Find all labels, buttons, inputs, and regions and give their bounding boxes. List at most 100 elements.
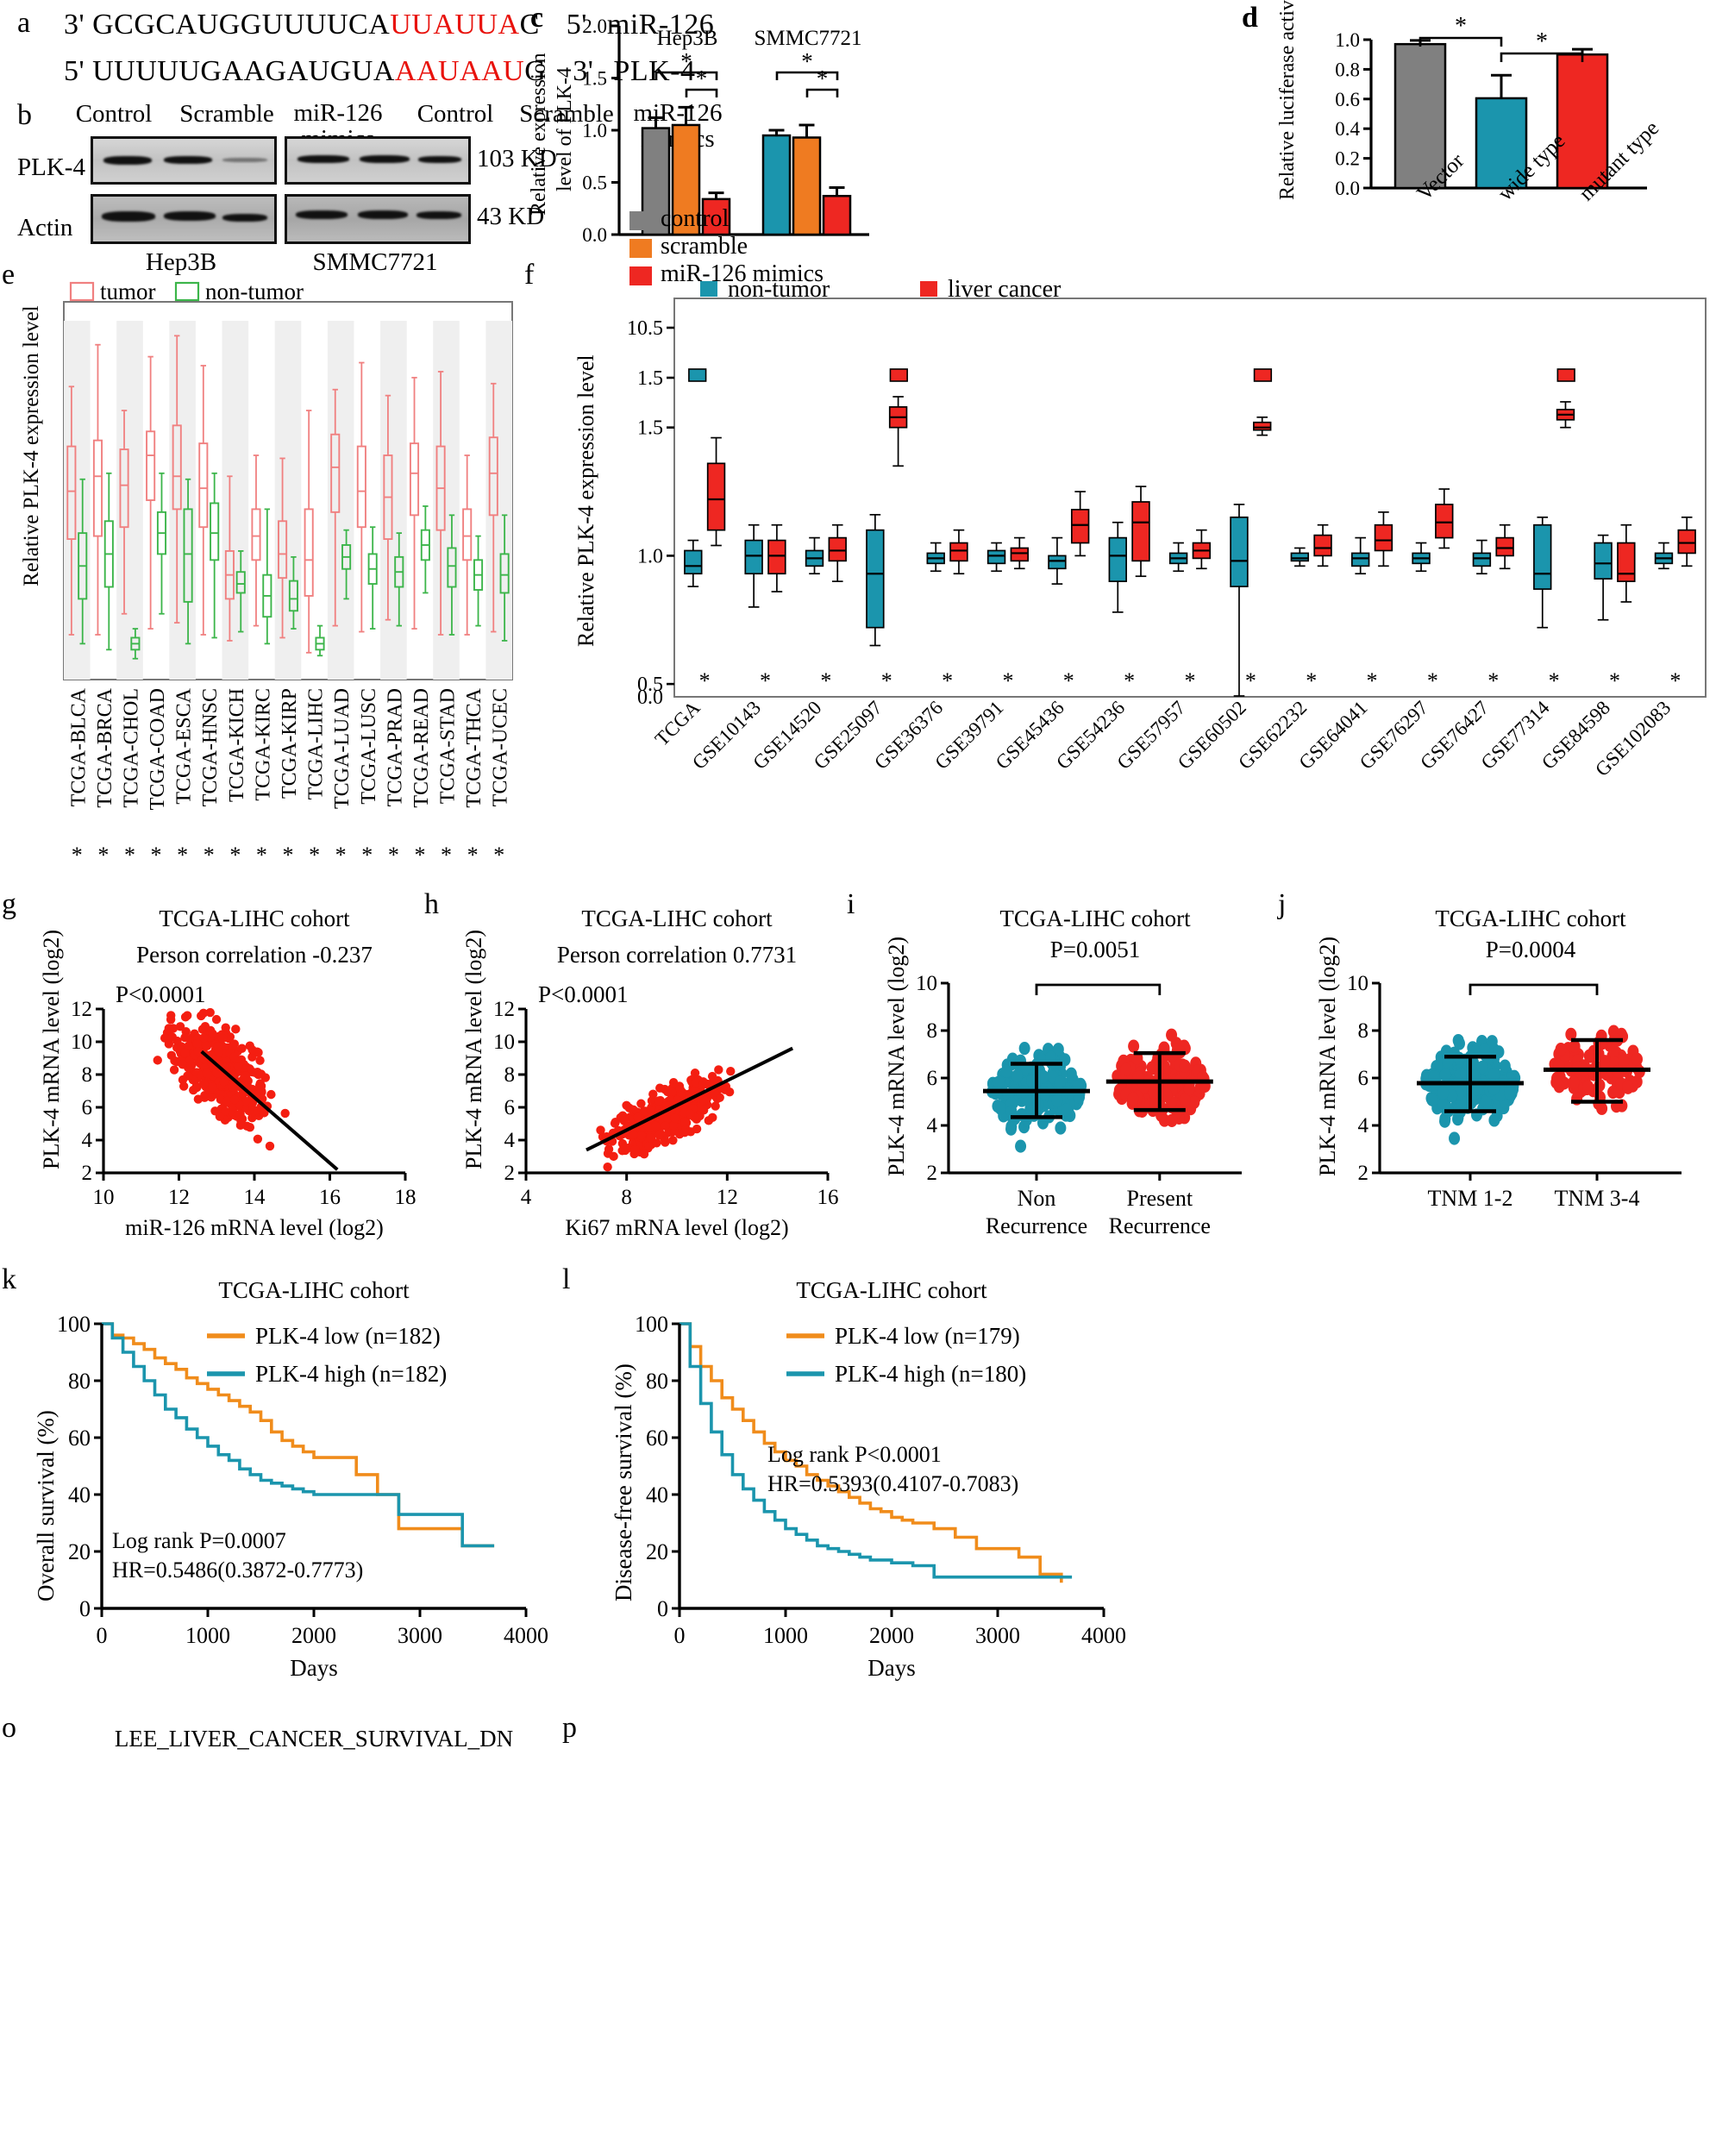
data-point — [698, 1106, 709, 1115]
data-point — [260, 1108, 269, 1118]
legend-swatch-nontumor — [700, 281, 717, 297]
data-point — [1188, 1095, 1200, 1109]
data-point — [222, 1096, 232, 1106]
data-point — [255, 1083, 265, 1093]
panel-k: k TCGA-LIHC cohort 0 20 40 60 80 100 0 1000 2000 3… — [0, 1263, 569, 1703]
data-point — [219, 1076, 229, 1087]
box — [1374, 523, 1393, 552]
legend-swatch-nontumor — [174, 281, 200, 302]
data-point — [178, 1075, 188, 1085]
box — [499, 553, 510, 594]
data-point — [1005, 1105, 1018, 1119]
sig-bracket — [685, 88, 718, 97]
panel-e-xtick-TCGA-LIHC: TCGA-LIHC — [305, 688, 328, 799]
data-point — [1000, 1064, 1012, 1078]
data-point — [169, 1065, 179, 1075]
data-point — [1449, 1131, 1461, 1145]
panel-e-xtick-TCGA-READ: TCGA-READ — [410, 688, 433, 808]
data-point — [680, 1128, 690, 1138]
sig-star: * — [820, 668, 831, 693]
sig-star: * — [414, 843, 425, 868]
panel-e-chart: Relative PLK-4 expression level tumor non-… — [20, 279, 513, 868]
data-point — [206, 1093, 216, 1102]
legend-item-control: control — [629, 205, 824, 233]
data-point — [603, 1162, 612, 1172]
y-tick-label: 20 — [646, 1539, 668, 1564]
seq2-name: PLK-4 — [613, 55, 696, 87]
data-point — [639, 1150, 649, 1159]
y-tick-label: 2 — [927, 1162, 938, 1185]
sig-star: * — [493, 843, 504, 868]
panel-f-chart: 0.5 1.0 1.5 10.5 1.5 Relative PLK-4 expressio… — [573, 276, 1707, 780]
data-point — [1011, 1069, 1024, 1083]
sig-bracket — [1500, 52, 1584, 62]
sig-star: * — [97, 843, 109, 868]
data-point — [708, 1112, 717, 1123]
panel-l: l TCGA-LIHC cohort 0 20 40 60 80 100 0 1000 2000 3… — [561, 1263, 1147, 1703]
data-point — [1480, 1094, 1492, 1108]
panel-c-group-smmc7721: SMMC7721 — [754, 27, 861, 50]
y-tick-label: 0.5 — [637, 674, 663, 696]
data-point — [1127, 1092, 1139, 1106]
data-point — [234, 1062, 243, 1071]
svg-k-legend-0: PLK-4 low (n=182) — [255, 1323, 441, 1349]
panel-e-xtick-TCGA-KIRC: TCGA-KIRC — [252, 688, 274, 801]
data-point — [633, 1112, 642, 1122]
data-point — [1051, 1094, 1063, 1107]
data-point — [178, 1060, 188, 1069]
data-point — [667, 1087, 677, 1097]
y-tick-label: 0.6 — [1335, 89, 1360, 110]
blot-plk4-smmc7721 — [285, 136, 471, 185]
y-tick-label: 2 — [82, 1162, 93, 1185]
y-tick-label: 10 — [1347, 972, 1368, 995]
panel-e-xtick-TCGA-KICH: TCGA-KICH — [226, 688, 248, 802]
box — [119, 448, 129, 529]
data-point — [1439, 1069, 1451, 1082]
y-tick-label: 4 — [1358, 1114, 1369, 1138]
data-point — [604, 1144, 614, 1154]
data-point — [714, 1065, 723, 1075]
band — [164, 156, 212, 164]
box — [1495, 536, 1514, 557]
legend-label: miR-126 mimics — [661, 260, 824, 288]
y-tick-label: 4 — [504, 1129, 516, 1152]
data-point — [629, 1130, 638, 1139]
x-tick-label: 14 — [244, 1186, 266, 1209]
box — [66, 445, 77, 541]
data-point — [646, 1133, 655, 1143]
panel-e-xtick-TCGA-STAD: TCGA-STAD — [437, 688, 460, 804]
data-point — [247, 1067, 258, 1077]
data-point — [1471, 1082, 1483, 1097]
data-point — [1618, 1055, 1630, 1069]
panel-e-xtick-TCGA-CHOL: TCGA-CHOL — [120, 688, 142, 808]
y-tick-label: 0.0 — [582, 224, 607, 246]
y-tick-label: 0 — [657, 1596, 668, 1621]
data-point — [166, 1015, 176, 1025]
panel-e-xtick-TCGA-HNSC: TCGA-HNSC — [199, 688, 222, 806]
panel-e-xtick-TCGA-PRAD: TCGA-PRAD — [384, 688, 406, 806]
y-tick-label: 2 — [1358, 1162, 1369, 1185]
x-tick-label: 2000 — [869, 1623, 914, 1648]
y-tick-label: 6 — [504, 1096, 516, 1119]
y-tick-label: 4 — [82, 1129, 93, 1152]
sig-star: * — [1455, 13, 1467, 40]
data-point — [180, 1048, 190, 1058]
svg-l-xlabel: Days — [867, 1655, 916, 1681]
data-point — [1550, 1075, 1563, 1089]
data-point — [654, 1096, 664, 1106]
y-tick-label: 1.5 — [637, 417, 663, 440]
data-point — [205, 1007, 215, 1018]
data-point — [1074, 1090, 1086, 1104]
sig-star: * — [283, 843, 294, 868]
x-tick-label: 1000 — [763, 1623, 808, 1648]
data-point — [1631, 1052, 1644, 1066]
box — [488, 436, 498, 517]
svg-l-series-0 — [680, 1322, 1063, 1583]
panel-n-label: p — [562, 1712, 577, 1744]
svg-h-ylabel: PLK-4 mRNA level (log2) — [461, 930, 486, 1169]
y-tick-label: 12 — [493, 998, 515, 1021]
data-point — [1555, 1043, 1567, 1056]
data-point — [266, 1089, 276, 1100]
y-tick-label: 40 — [646, 1482, 668, 1507]
svg-g-xlabel: miR-126 mRNA level (log2) — [125, 1215, 384, 1240]
